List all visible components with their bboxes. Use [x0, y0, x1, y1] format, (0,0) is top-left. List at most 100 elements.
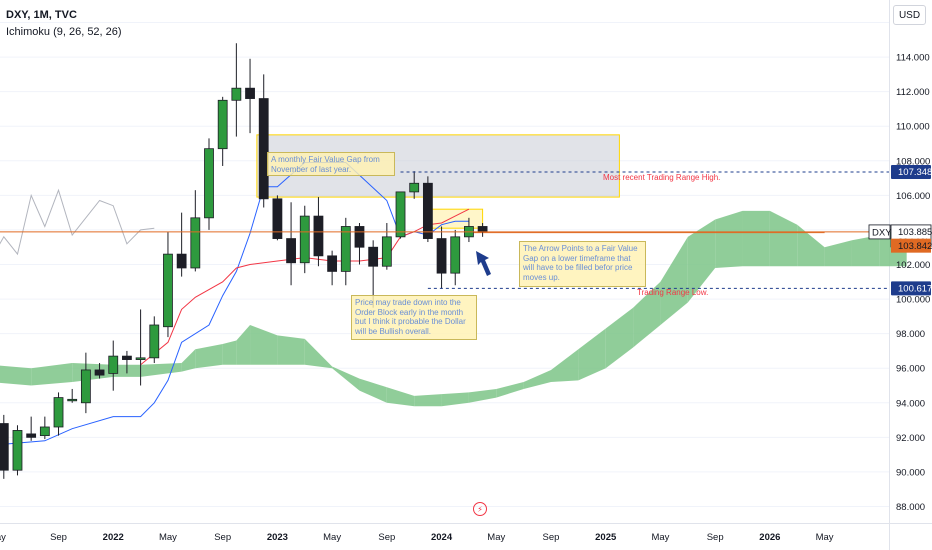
down-candle [354, 226, 365, 248]
y-tick-label: 110.000 [896, 122, 930, 133]
range-high-label[interactable]: Most recent Trading Range High. [603, 173, 721, 182]
kumo-bull-segment [304, 338, 333, 369]
y-tick-label: 90.000 [896, 467, 925, 478]
up-candle [217, 99, 228, 150]
down-candle [286, 238, 296, 264]
kumo-bull-segment [0, 365, 32, 386]
x-tick-label: 2026 [759, 532, 780, 543]
indicator-legend[interactable]: Ichimoku (9, 26, 52, 26) [6, 26, 122, 38]
x-tick-label: May [323, 532, 341, 543]
level-lines [0, 171, 889, 289]
kijun-line [3, 162, 469, 445]
price-axis: 88.000 90.000 92.000 94.000 96.000 98.000 100.… [896, 53, 930, 513]
y-tick-label: 108.000 [896, 156, 930, 167]
fvg-boxes [256, 134, 620, 229]
kumo-bull-segment [633, 281, 661, 348]
down-candle [0, 423, 9, 471]
x-tick-label: May [651, 532, 669, 543]
kumo-bull-segment [236, 325, 251, 365]
y-tick-label: 98.000 [896, 329, 925, 340]
kumo-bull-segment [824, 240, 852, 267]
fvg-note[interactable]: A monthly Fair Value Gap from November o… [267, 152, 395, 176]
down-candle [422, 182, 433, 239]
up-candle [231, 87, 242, 101]
y-tick-label: 88.000 [896, 502, 925, 513]
ichimoku-cloud [0, 210, 907, 407]
kumo-bull-segment [386, 387, 415, 407]
y-tick-label: 112.000 [896, 87, 930, 98]
symbol-tag-text: DXY [872, 227, 892, 238]
kumo-bull-segment [222, 340, 237, 365]
x-tick-label: Sep [50, 532, 67, 543]
kumo-bull-segment [332, 366, 360, 391]
currency-button[interactable]: USD [893, 5, 926, 25]
y-tick-label: 96.000 [896, 364, 925, 375]
kumo-bull-segment [468, 388, 497, 403]
tenkan-tag-text: 103.842 [898, 241, 932, 252]
candles [0, 43, 488, 479]
kumo-bull-segment [605, 307, 634, 369]
kumo-bull-segment [31, 363, 73, 386]
up-candle [135, 357, 146, 360]
up-candle [12, 430, 23, 471]
arrow-note[interactable]: The Arrow Points to a Fair Value Gap on … [519, 241, 646, 287]
range-low-label[interactable]: Trading Range Low. [637, 288, 709, 297]
up-candle [149, 324, 160, 359]
x-tick-label: May [816, 532, 834, 543]
symbol-tag-bg [868, 224, 891, 240]
time-axis: May Sep 2022 May Sep 2023 May Sep 2024 May Sep 2025… [0, 532, 834, 543]
y-tick-label: 106.000 [896, 191, 930, 202]
y-tick-label: 94.000 [896, 398, 925, 409]
down-candle [26, 433, 37, 438]
up-candle [80, 369, 91, 404]
kumo-bull-segment [769, 210, 798, 267]
down-candle [368, 246, 379, 267]
y-tick-label: 100.000 [896, 295, 930, 306]
down-candle [477, 226, 488, 233]
kumo-bull-segment [496, 382, 524, 398]
kumo-bull-segment [742, 210, 770, 267]
down-candle [94, 369, 105, 376]
x-tick-label: Sep [378, 532, 395, 543]
last-price-tag-text: 103.885 [898, 227, 932, 238]
order-block-note[interactable]: Price may trade down into the Order Bloc… [351, 295, 477, 340]
y-tick-label: 114.000 [896, 53, 930, 64]
up-candle [108, 355, 119, 374]
x-tick-label: 2024 [431, 532, 453, 543]
x-tick-label: 2022 [103, 532, 124, 543]
up-candle [395, 191, 406, 238]
kumo-bull-segment [359, 378, 387, 403]
up-candle [409, 182, 420, 193]
up-candle [53, 397, 64, 428]
kumo-bull-segment [715, 210, 743, 268]
up-candle [340, 226, 351, 272]
x-tick-label: May [0, 532, 6, 543]
up-candle [163, 253, 173, 328]
y-tick-label: 102.000 [896, 260, 930, 271]
range-low-tag-bg [891, 281, 931, 296]
range-high-tag-bg [891, 165, 931, 180]
up-candle [190, 217, 201, 269]
kumo-bull-segment [277, 335, 305, 365]
kumo-bull-segment [797, 224, 825, 267]
kumo-bull-segment [195, 344, 223, 369]
lightning-icon[interactable]: ⚡ [473, 502, 487, 516]
range-high-tag-text: 107.348 [898, 167, 932, 178]
kumo-bull-segment [414, 394, 442, 407]
up-candle [299, 215, 310, 264]
down-candle [313, 215, 324, 257]
down-candle [122, 355, 132, 360]
y-tick-label: 92.000 [896, 433, 925, 444]
kumo-bull-segment [578, 328, 606, 381]
chikou-line [0, 188, 155, 256]
x-tick-label: Sep [707, 532, 724, 543]
up-candle [381, 236, 392, 267]
x-tick-label: Sep [214, 532, 231, 543]
kumo-bull-segment [181, 349, 196, 372]
chart-title: DXY, 1M, TVC [6, 9, 77, 21]
kumo-bull-segment [551, 349, 579, 383]
range-low-tag-text: 100.617 [898, 283, 932, 294]
down-candle [327, 255, 338, 272]
